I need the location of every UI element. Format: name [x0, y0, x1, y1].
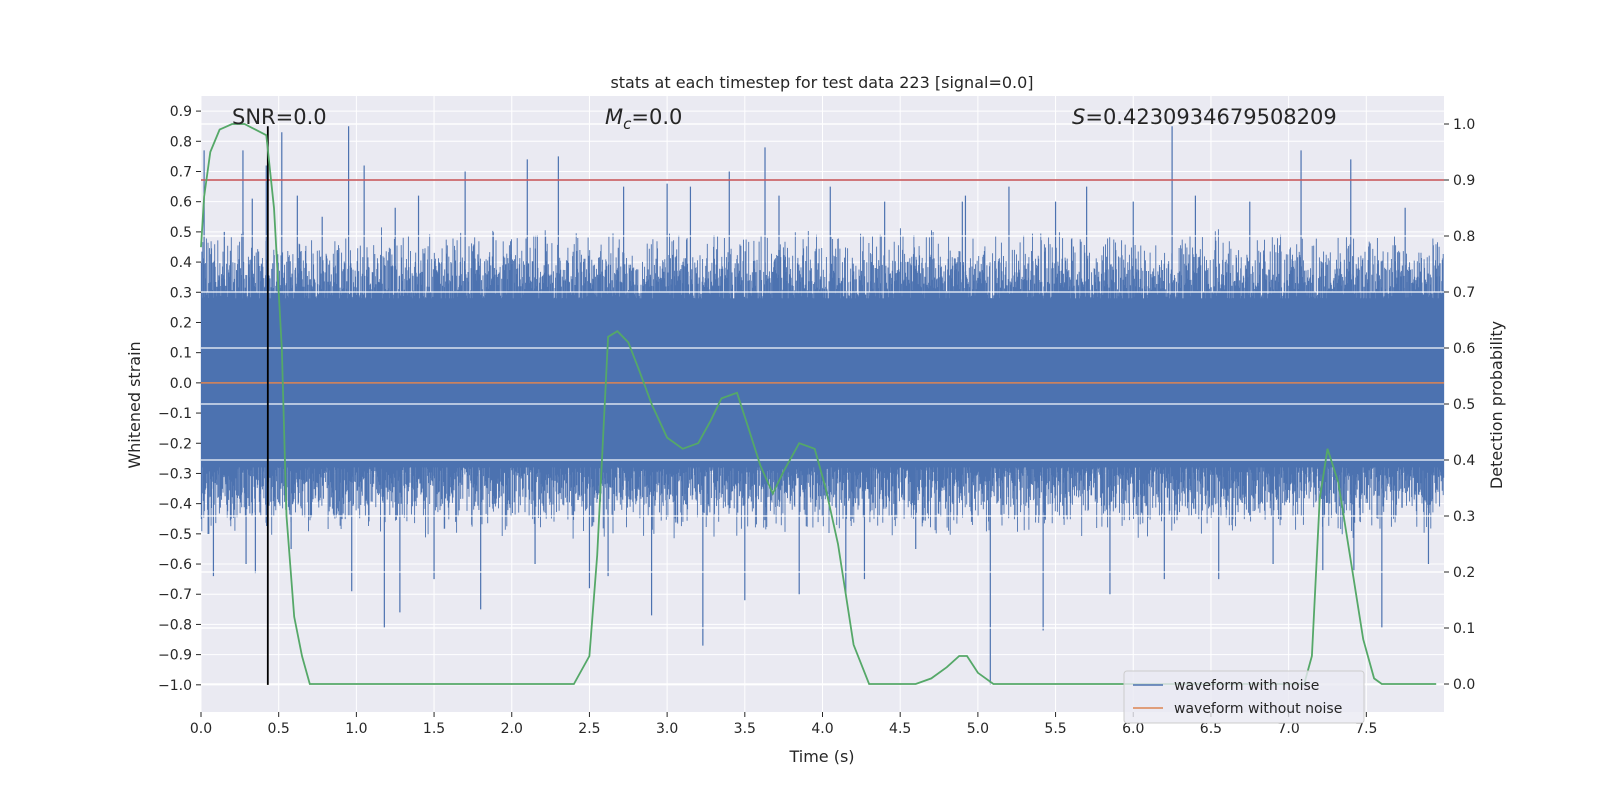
x-tick-label: 7.5 — [1355, 721, 1377, 737]
x-tick-label: 0.0 — [190, 721, 212, 737]
x-tick-label: 4.0 — [811, 721, 833, 737]
y-tick-label: 0.6 — [170, 195, 192, 211]
y-tick-label: −0.5 — [158, 527, 192, 543]
y2-axis-label: Detection probability — [1487, 321, 1506, 489]
x-tick-label: 4.5 — [889, 721, 911, 737]
y-tick-label: −0.2 — [158, 436, 192, 452]
x-tick-label: 1.0 — [345, 721, 367, 737]
y-tick-label: 0.2 — [170, 315, 192, 331]
x-tick-label: 6.0 — [1122, 721, 1144, 737]
y-tick-label: −0.8 — [158, 617, 192, 633]
y2-tick-label: 0.4 — [1453, 453, 1475, 469]
mc-symbol: M — [605, 105, 623, 129]
x-tick-label: 3.5 — [734, 721, 756, 737]
legend-label-noise: waveform with noise — [1174, 678, 1319, 694]
y-tick-label: −1.0 — [158, 678, 192, 694]
legend-label-clean: waveform without noise — [1174, 701, 1342, 717]
y-tick-label: 0.5 — [170, 225, 192, 241]
x-tick-label: 1.5 — [423, 721, 445, 737]
y-tick-label: 0.8 — [170, 134, 192, 150]
y2-axis-ticks: 1.0 0.9 0.8 0.7 0.6 0.5 0.4 0.3 0.2 0.1 0.0 — [1444, 117, 1475, 693]
y-axis-label: Whitened strain — [125, 341, 144, 468]
y2-tick-label: 0.0 — [1453, 677, 1475, 693]
y-tick-label: −0.1 — [158, 406, 192, 422]
chart-title: stats at each timestep for test data 223… — [610, 73, 1033, 92]
legend-box — [1123, 670, 1365, 724]
x-axis-ticks: 0.0 0.5 1.0 1.5 2.0 2.5 3.0 3.5 4.0 4.5 5.0 5.5 6.0 6… — [190, 712, 1377, 737]
y-tick-label: −0.4 — [158, 497, 192, 513]
x-tick-label: 0.5 — [268, 721, 290, 737]
y-tick-label: −0.7 — [158, 587, 192, 603]
y2-tick-label: 0.3 — [1453, 509, 1475, 525]
y2-tick-label: 0.5 — [1453, 397, 1475, 413]
y-tick-label: −0.3 — [158, 466, 192, 482]
y-tick-label: 0.7 — [170, 164, 192, 180]
mc-subscript: c — [623, 115, 632, 133]
snr-annotation: SNR=0.0 — [232, 105, 327, 129]
y-axis-ticks: 0.9 0.8 0.7 0.6 0.5 0.4 0.3 0.2 0.1 0.0 −0.1 −0.2 −0… — [158, 104, 201, 694]
x-tick-label: 2.0 — [501, 721, 523, 737]
y2-tick-label: 0.1 — [1453, 621, 1475, 637]
y-tick-label: 0.3 — [170, 285, 192, 301]
x-tick-label: 5.5 — [1044, 721, 1066, 737]
s-symbol: S — [1072, 105, 1085, 129]
y-tick-label: 0.4 — [170, 255, 192, 271]
y-tick-label: −0.9 — [158, 648, 192, 664]
y2-tick-label: 1.0 — [1453, 117, 1475, 133]
x-tick-label: 5.0 — [967, 721, 989, 737]
y2-tick-label: 0.2 — [1453, 565, 1475, 581]
y-tick-label: 0.0 — [170, 376, 192, 392]
s-value: =0.4230934679508209 — [1085, 105, 1336, 129]
y-tick-label: 0.1 — [170, 346, 192, 362]
legend: waveform with noise waveform without noi… — [1123, 670, 1365, 724]
x-axis-label: Time (s) — [788, 747, 854, 766]
y-tick-label: −0.6 — [158, 557, 192, 573]
mc-value: =0.0 — [631, 105, 682, 129]
y2-tick-label: 0.9 — [1453, 173, 1475, 189]
y2-tick-label: 0.6 — [1453, 341, 1475, 357]
s-annotation: S=0.4230934679508209 — [1072, 105, 1337, 129]
mc-annotation: Mc=0.0 — [605, 105, 682, 133]
y-tick-label: 0.9 — [170, 104, 192, 120]
y2-tick-label: 0.8 — [1453, 229, 1475, 245]
x-tick-label: 6.5 — [1200, 721, 1222, 737]
y2-tick-label: 0.7 — [1453, 285, 1475, 301]
x-tick-label: 7.0 — [1277, 721, 1299, 737]
x-tick-label: 2.5 — [578, 721, 600, 737]
x-tick-label: 3.0 — [656, 721, 678, 737]
